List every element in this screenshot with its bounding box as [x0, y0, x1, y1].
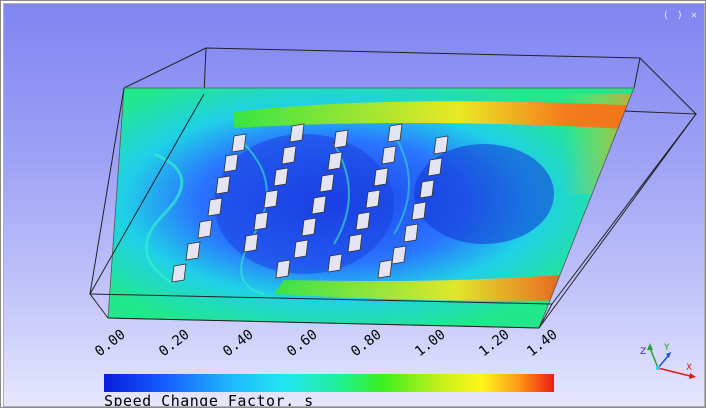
3d-viewport[interactable]: ( ) ✕ [3, 3, 705, 407]
building-blocks [171, 123, 449, 283]
axis-z-label: Z [640, 347, 646, 357]
bounding-box-front [89, 87, 697, 329]
colorbar [104, 374, 554, 392]
axis-y-label: Y [663, 343, 670, 353]
velocity-contour-plane [108, 88, 634, 328]
colorbar-title: Speed Change Factor, s [104, 392, 314, 407]
orientation-axes-icon[interactable]: Z Y X [634, 340, 698, 384]
viewport-corner-tools[interactable]: ( ) ✕ [662, 10, 698, 21]
cfd-scene[interactable] [4, 4, 704, 406]
axis-x-label: X [686, 363, 692, 373]
colorbar-gradient [104, 374, 554, 392]
